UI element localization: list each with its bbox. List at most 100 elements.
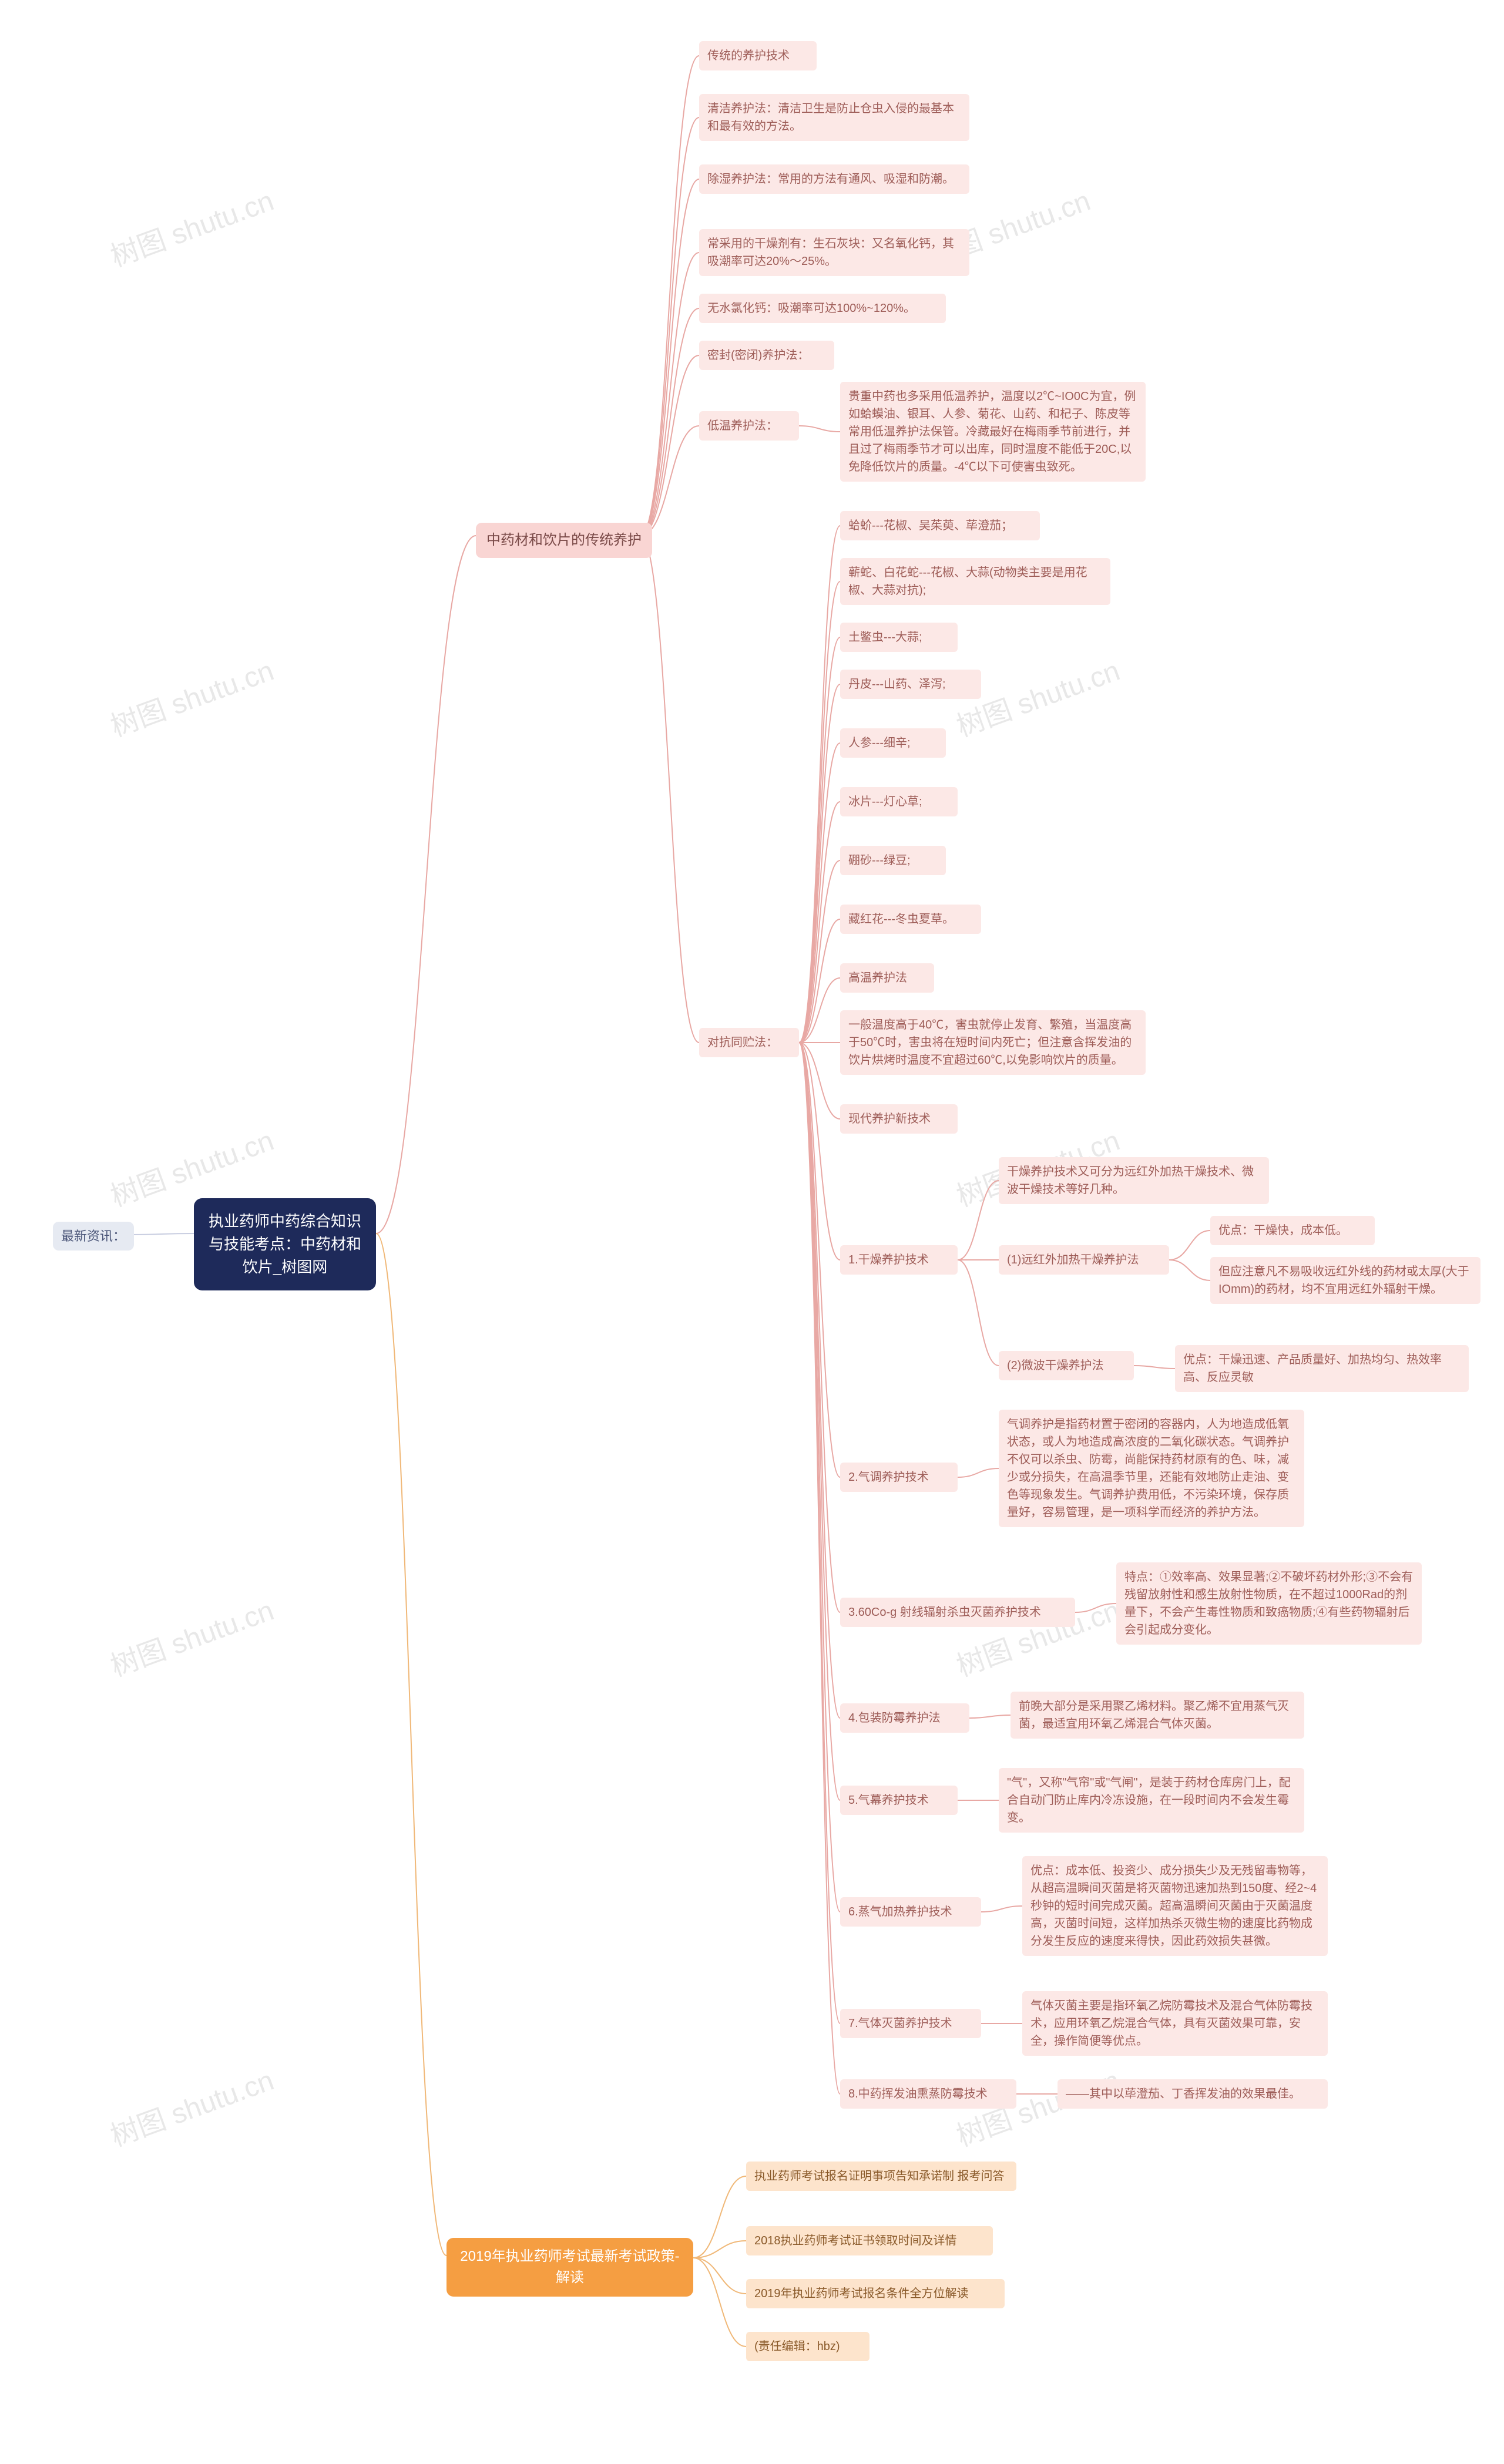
latest-news-node[interactable]: 最新资讯： <box>53 1222 134 1251</box>
watermark: 树图 shutu.cn <box>104 2057 278 2154</box>
branch1-sub[interactable]: 藏红花---冬虫夏草。 <box>840 905 981 934</box>
branch1-child[interactable]: 除湿养护法：常用的方法有通风、吸湿和防潮。 <box>699 164 969 194</box>
branch1-sub[interactable]: 6.蒸气加热养护技术 <box>840 1897 981 1927</box>
branch1-child[interactable]: 密封(密闭)养护法： <box>699 341 834 370</box>
branch1-subsubsub[interactable]: 但应注意凡不易吸收远红外线的药材或太厚(大于IOmm)的药材，均不宜用远红外辐射… <box>1210 1257 1480 1304</box>
watermark: 树图 shutu.cn <box>104 647 278 744</box>
branch1-sub[interactable]: 人参---细辛; <box>840 728 946 758</box>
branch1-child[interactable]: 常采用的干燥剂有：生石灰块：又名氧化钙，其吸潮率可达20%～25%。 <box>699 229 969 276</box>
branch1-sub-label: 土鳖虫---大蒜; <box>848 631 922 644</box>
branch1-child-label: 无水氯化钙：吸潮率可达100%~120%。 <box>707 302 915 315</box>
branch1-sub-label: 冰片---灯心草; <box>848 795 922 808</box>
branch1-sub-label: 现代养护新技术 <box>848 1112 931 1125</box>
branch2-child-label: (责任编辑：hbz) <box>754 2340 840 2353</box>
branch1-sub-label: 蕲蛇、白花蛇---花椒、大蒜(动物类主要是用花椒、大蒜对抗); <box>848 566 1087 597</box>
branch1-sub[interactable]: 1.干燥养护技术 <box>840 1245 958 1275</box>
branch1-sub[interactable]: 现代养护新技术 <box>840 1104 958 1134</box>
branch1-subsub-label: "气"，又称"气帘"或"气闸"，是装于药材仓库房门上，配合自动门防止库内冷冻设施… <box>1007 1776 1291 1824</box>
watermark: 树图 shutu.cn <box>104 177 278 274</box>
branch1-sub-label: 高温养护法 <box>848 972 907 984</box>
branch1-sub-label: 6.蒸气加热养护技术 <box>848 1905 952 1918</box>
branch1-sub[interactable]: 8.中药挥发油熏蒸防霉技术 <box>840 2079 1016 2109</box>
branch1-subsub[interactable]: 优点：成本低、投资少、成分损失少及无残留毒物等，从超高温瞬间灭菌是将灭菌物迅速加… <box>1022 1856 1328 1956</box>
branch2-child[interactable]: (责任编辑：hbz) <box>746 2332 870 2361</box>
branch1-sub[interactable]: 丹皮---山药、泽泻; <box>840 670 981 699</box>
branch1-subsub[interactable]: "气"，又称"气帘"或"气闸"，是装于药材仓库房门上，配合自动门防止库内冷冻设施… <box>999 1768 1304 1833</box>
branch1-subsub[interactable]: ——其中以荜澄茄、丁香挥发油的效果最佳。 <box>1058 2079 1328 2109</box>
branch1-subsubsub-label: 优点：干燥迅速、产品质量好、加热均匀、热效率高、反应灵敏 <box>1183 1353 1442 1384</box>
branch1-subsubsub[interactable]: 优点：干燥迅速、产品质量好、加热均匀、热效率高、反应灵敏 <box>1175 1345 1469 1392</box>
branch1-sub[interactable]: 贵重中药也多采用低温养护，温度以2℃~IO0C为宜，例如蛤蟆油、银耳、人参、菊花… <box>840 382 1146 482</box>
branch1-child-label: 常采用的干燥剂有：生石灰块：又名氧化钙，其吸潮率可达20%～25%。 <box>707 237 954 268</box>
branch1-child-label: 密封(密闭)养护法： <box>707 349 809 362</box>
branch1-subsub-label: 特点：①效率高、效果显著;②不破坏药材外形;③不会有残留放射性和感生放射性物质，… <box>1124 1571 1413 1636</box>
branch1-subsub-label: 气调养护是指药材置于密闭的容器内，人为地造成低氧状态，或人为地造成高浓度的二氧化… <box>1007 1418 1289 1519</box>
branch1-child[interactable]: 对抗同贮法： <box>699 1028 799 1057</box>
branch1-sub[interactable]: 4.包装防霉养护法 <box>840 1703 969 1733</box>
branch1-sub[interactable]: 5.气幕养护技术 <box>840 1786 958 1815</box>
branch1-sub[interactable]: 一般温度高于40℃，害虫就停止发育、繁殖，当温度高于50℃时，害虫将在短时间内死… <box>840 1010 1146 1075</box>
branch1-sub[interactable]: 蕲蛇、白花蛇---花椒、大蒜(动物类主要是用花椒、大蒜对抗); <box>840 558 1110 605</box>
branch1-sub[interactable]: 土鳖虫---大蒜; <box>840 623 958 652</box>
branch1-subsub[interactable]: (1)远红外加热干燥养护法 <box>999 1245 1169 1275</box>
branch1-subsub[interactable]: 气调养护是指药材置于密闭的容器内，人为地造成低氧状态，或人为地造成高浓度的二氧化… <box>999 1410 1304 1527</box>
branch1-sub-label: 5.气幕养护技术 <box>848 1794 929 1807</box>
root-label: 执业药师中药综合知识与技能考点：中药材和饮片_树图网 <box>209 1212 361 1276</box>
branch1-sub-label: 蛤蚧---花椒、吴茱萸、荜澄茄； <box>848 519 1013 532</box>
branch2-child-label: 执业药师考试报名证明事项告知承诺制 报考问答 <box>754 2170 1005 2183</box>
branch1-child-label: 除湿养护法：常用的方法有通风、吸湿和防潮。 <box>707 173 954 186</box>
branch1-sub-label: 硼砂---绿豆; <box>848 854 911 867</box>
branch1-subsub[interactable]: 气体灭菌主要是指环氧乙烷防霉技术及混合气体防霉技术，应用环氧乙烷混合气体，具有灭… <box>1022 1991 1328 2056</box>
branch1-child-label: 低温养护法： <box>707 419 778 432</box>
branch1-label: 中药材和饮片的传统养护 <box>486 532 642 548</box>
branch2-label: 2019年执业药师考试最新考试政策-解读 <box>460 2248 679 2285</box>
branch1-sub[interactable]: 硼砂---绿豆; <box>840 846 946 875</box>
branch1-child[interactable]: 低温养护法： <box>699 411 799 441</box>
branch1-subsub-label: 气体灭菌主要是指环氧乙烷防霉技术及混合气体防霉技术，应用环氧乙烷混合气体，具有灭… <box>1030 1999 1312 2048</box>
branch1-subsub[interactable]: 特点：①效率高、效果显著;②不破坏药材外形;③不会有残留放射性和感生放射性物质，… <box>1116 1562 1422 1645</box>
branch1-sub-label: 4.包装防霉养护法 <box>848 1712 941 1725</box>
branch1-sub[interactable]: 冰片---灯心草; <box>840 787 958 816</box>
branch1-child[interactable]: 清洁养护法：清洁卫生是防止仓虫入侵的最基本和最有效的方法。 <box>699 94 969 141</box>
branch2-child[interactable]: 2018执业药师考试证书领取时间及详情 <box>746 2226 993 2255</box>
branch1-node[interactable]: 中药材和饮片的传统养护 <box>476 523 652 558</box>
branch1-sub-label: 3.60Co-g 射线辐射杀虫灭菌养护技术 <box>848 1606 1041 1619</box>
branch1-child-label: 传统的养护技术 <box>707 49 790 62</box>
branch1-sub[interactable]: 3.60Co-g 射线辐射杀虫灭菌养护技术 <box>840 1598 1075 1627</box>
branch1-subsub[interactable]: (2)微波干燥养护法 <box>999 1351 1134 1380</box>
branch2-child-label: 2018执业药师考试证书领取时间及详情 <box>754 2234 957 2247</box>
branch2-node[interactable]: 2019年执业药师考试最新考试政策-解读 <box>446 2238 693 2297</box>
branch1-sub[interactable]: 2.气调养护技术 <box>840 1463 958 1492</box>
branch1-sub-label: 贵重中药也多采用低温养护，温度以2℃~IO0C为宜，例如蛤蟆油、银耳、人参、菊花… <box>848 390 1136 473</box>
branch1-sub-label: 藏红花---冬虫夏草。 <box>848 913 954 926</box>
branch1-subsub-label: 干燥养护技术又可分为远红外加热干燥技术、微波干燥技术等好几种。 <box>1007 1165 1254 1196</box>
branch1-subsub[interactable]: 干燥养护技术又可分为远红外加热干燥技术、微波干燥技术等好几种。 <box>999 1157 1269 1204</box>
branch1-sub-label: 一般温度高于40℃，害虫就停止发育、繁殖，当温度高于50℃时，害虫将在短时间内死… <box>848 1018 1132 1067</box>
branch1-sub-label: 7.气体灭菌养护技术 <box>848 2017 952 2030</box>
branch1-child[interactable]: 传统的养护技术 <box>699 41 817 70</box>
branch1-subsubsub-label: 优点：干燥快，成本低。 <box>1218 1224 1348 1237</box>
branch1-sub-label: 人参---细辛; <box>848 737 911 749</box>
branch1-sub[interactable]: 蛤蚧---花椒、吴茱萸、荜澄茄； <box>840 511 1040 540</box>
root-node[interactable]: 执业药师中药综合知识与技能考点：中药材和饮片_树图网 <box>194 1198 376 1290</box>
branch1-subsub[interactable]: 前晚大部分是采用聚乙烯材料。聚乙烯不宜用蒸气灭菌，最适宜用环氧乙烯混合气体灭菌。 <box>1010 1692 1304 1739</box>
branch1-child[interactable]: 无水氯化钙：吸潮率可达100%~120%。 <box>699 294 946 323</box>
branch1-sub[interactable]: 高温养护法 <box>840 963 934 993</box>
branch2-child[interactable]: 2019年执业药师考试报名条件全方位解读 <box>746 2279 1005 2308</box>
branch1-sub-label: 丹皮---山药、泽泻; <box>848 678 946 691</box>
branch2-child-label: 2019年执业药师考试报名条件全方位解读 <box>754 2287 969 2300</box>
branch1-child-label: 清洁养护法：清洁卫生是防止仓虫入侵的最基本和最有效的方法。 <box>707 102 954 133</box>
branch1-sub-label: 8.中药挥发油熏蒸防霉技术 <box>848 2087 988 2100</box>
branch1-subsub-label: (1)远红外加热干燥养护法 <box>1007 1253 1139 1266</box>
branch1-subsub-label: ——其中以荜澄茄、丁香挥发油的效果最佳。 <box>1066 2087 1301 2100</box>
branch1-child-label: 对抗同贮法： <box>707 1036 778 1049</box>
branch2-child[interactable]: 执业药师考试报名证明事项告知承诺制 报考问答 <box>746 2162 1016 2191</box>
branch1-subsub-label: (2)微波干燥养护法 <box>1007 1359 1103 1372</box>
branch1-subsub-label: 前晚大部分是采用聚乙烯材料。聚乙烯不宜用蒸气灭菌，最适宜用环氧乙烯混合气体灭菌。 <box>1019 1700 1289 1730</box>
latest-news-label: 最新资讯： <box>61 1229 126 1243</box>
branch1-sub-label: 1.干燥养护技术 <box>848 1253 929 1266</box>
branch1-subsubsub[interactable]: 优点：干燥快，成本低。 <box>1210 1216 1375 1245</box>
branch1-sub-label: 2.气调养护技术 <box>848 1471 929 1484</box>
branch1-sub[interactable]: 7.气体灭菌养护技术 <box>840 2009 981 2038</box>
branch1-subsub-label: 优点：成本低、投资少、成分损失少及无残留毒物等，从超高温瞬间灭菌是将灭菌物迅速加… <box>1030 1864 1317 1948</box>
